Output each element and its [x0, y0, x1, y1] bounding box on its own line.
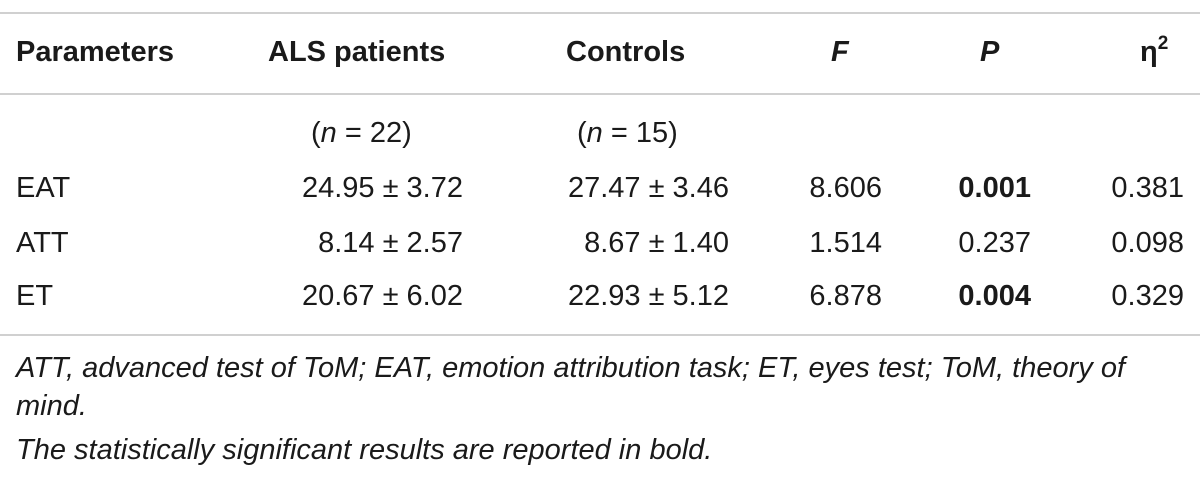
row-et-eta: 0.329 [1111, 280, 1184, 312]
controls-sample-size: (n = 15) [577, 117, 678, 149]
row-att-controls: 8.67 ± 1.40 [584, 227, 729, 259]
row-eat-als: 24.95 ± 3.72 [301, 172, 463, 204]
als-sample-size: (n = 22) [311, 117, 412, 149]
row-att-p: 0.237 [958, 227, 1031, 259]
row-eat-f: 8.606 [809, 172, 882, 204]
eta-symbol: η [1140, 36, 1158, 68]
row-et-p: 0.004 [958, 280, 1031, 312]
row-et-controls: 22.93 ± 5.12 [567, 280, 729, 312]
header-rule [0, 93, 1200, 95]
header-controls: Controls [566, 36, 686, 68]
header-p: P [980, 36, 1000, 68]
row-att-f: 1.514 [809, 227, 882, 259]
row-att-eta: 0.098 [1111, 227, 1184, 259]
row-eat-p: 0.001 [958, 172, 1031, 204]
header-parameters: Parameters [16, 36, 174, 68]
table-bottom-rule [0, 334, 1200, 336]
row-et-param: ET [16, 280, 54, 312]
row-eat-controls: 27.47 ± 3.46 [567, 172, 729, 204]
row-att-als: 8.14 ± 2.57 [318, 227, 463, 259]
row-et-als: 20.67 ± 6.02 [301, 280, 463, 312]
row-et-f: 6.878 [809, 280, 882, 312]
header-als-patients: ALS patients [268, 36, 446, 68]
row-att-param: ATT [16, 227, 69, 259]
table-top-rule [0, 12, 1200, 14]
header-eta-squared: η2 [1140, 33, 1169, 69]
header-f: F [831, 36, 849, 68]
row-eat-eta: 0.381 [1111, 172, 1184, 204]
eta-superscript: 2 [1157, 33, 1169, 54]
footnote-significance: The statistically significant results ar… [16, 434, 713, 466]
footnote-abbreviations: ATT, advanced test of ToM; EAT, emotion … [16, 352, 1126, 422]
row-eat-param: EAT [16, 172, 71, 204]
